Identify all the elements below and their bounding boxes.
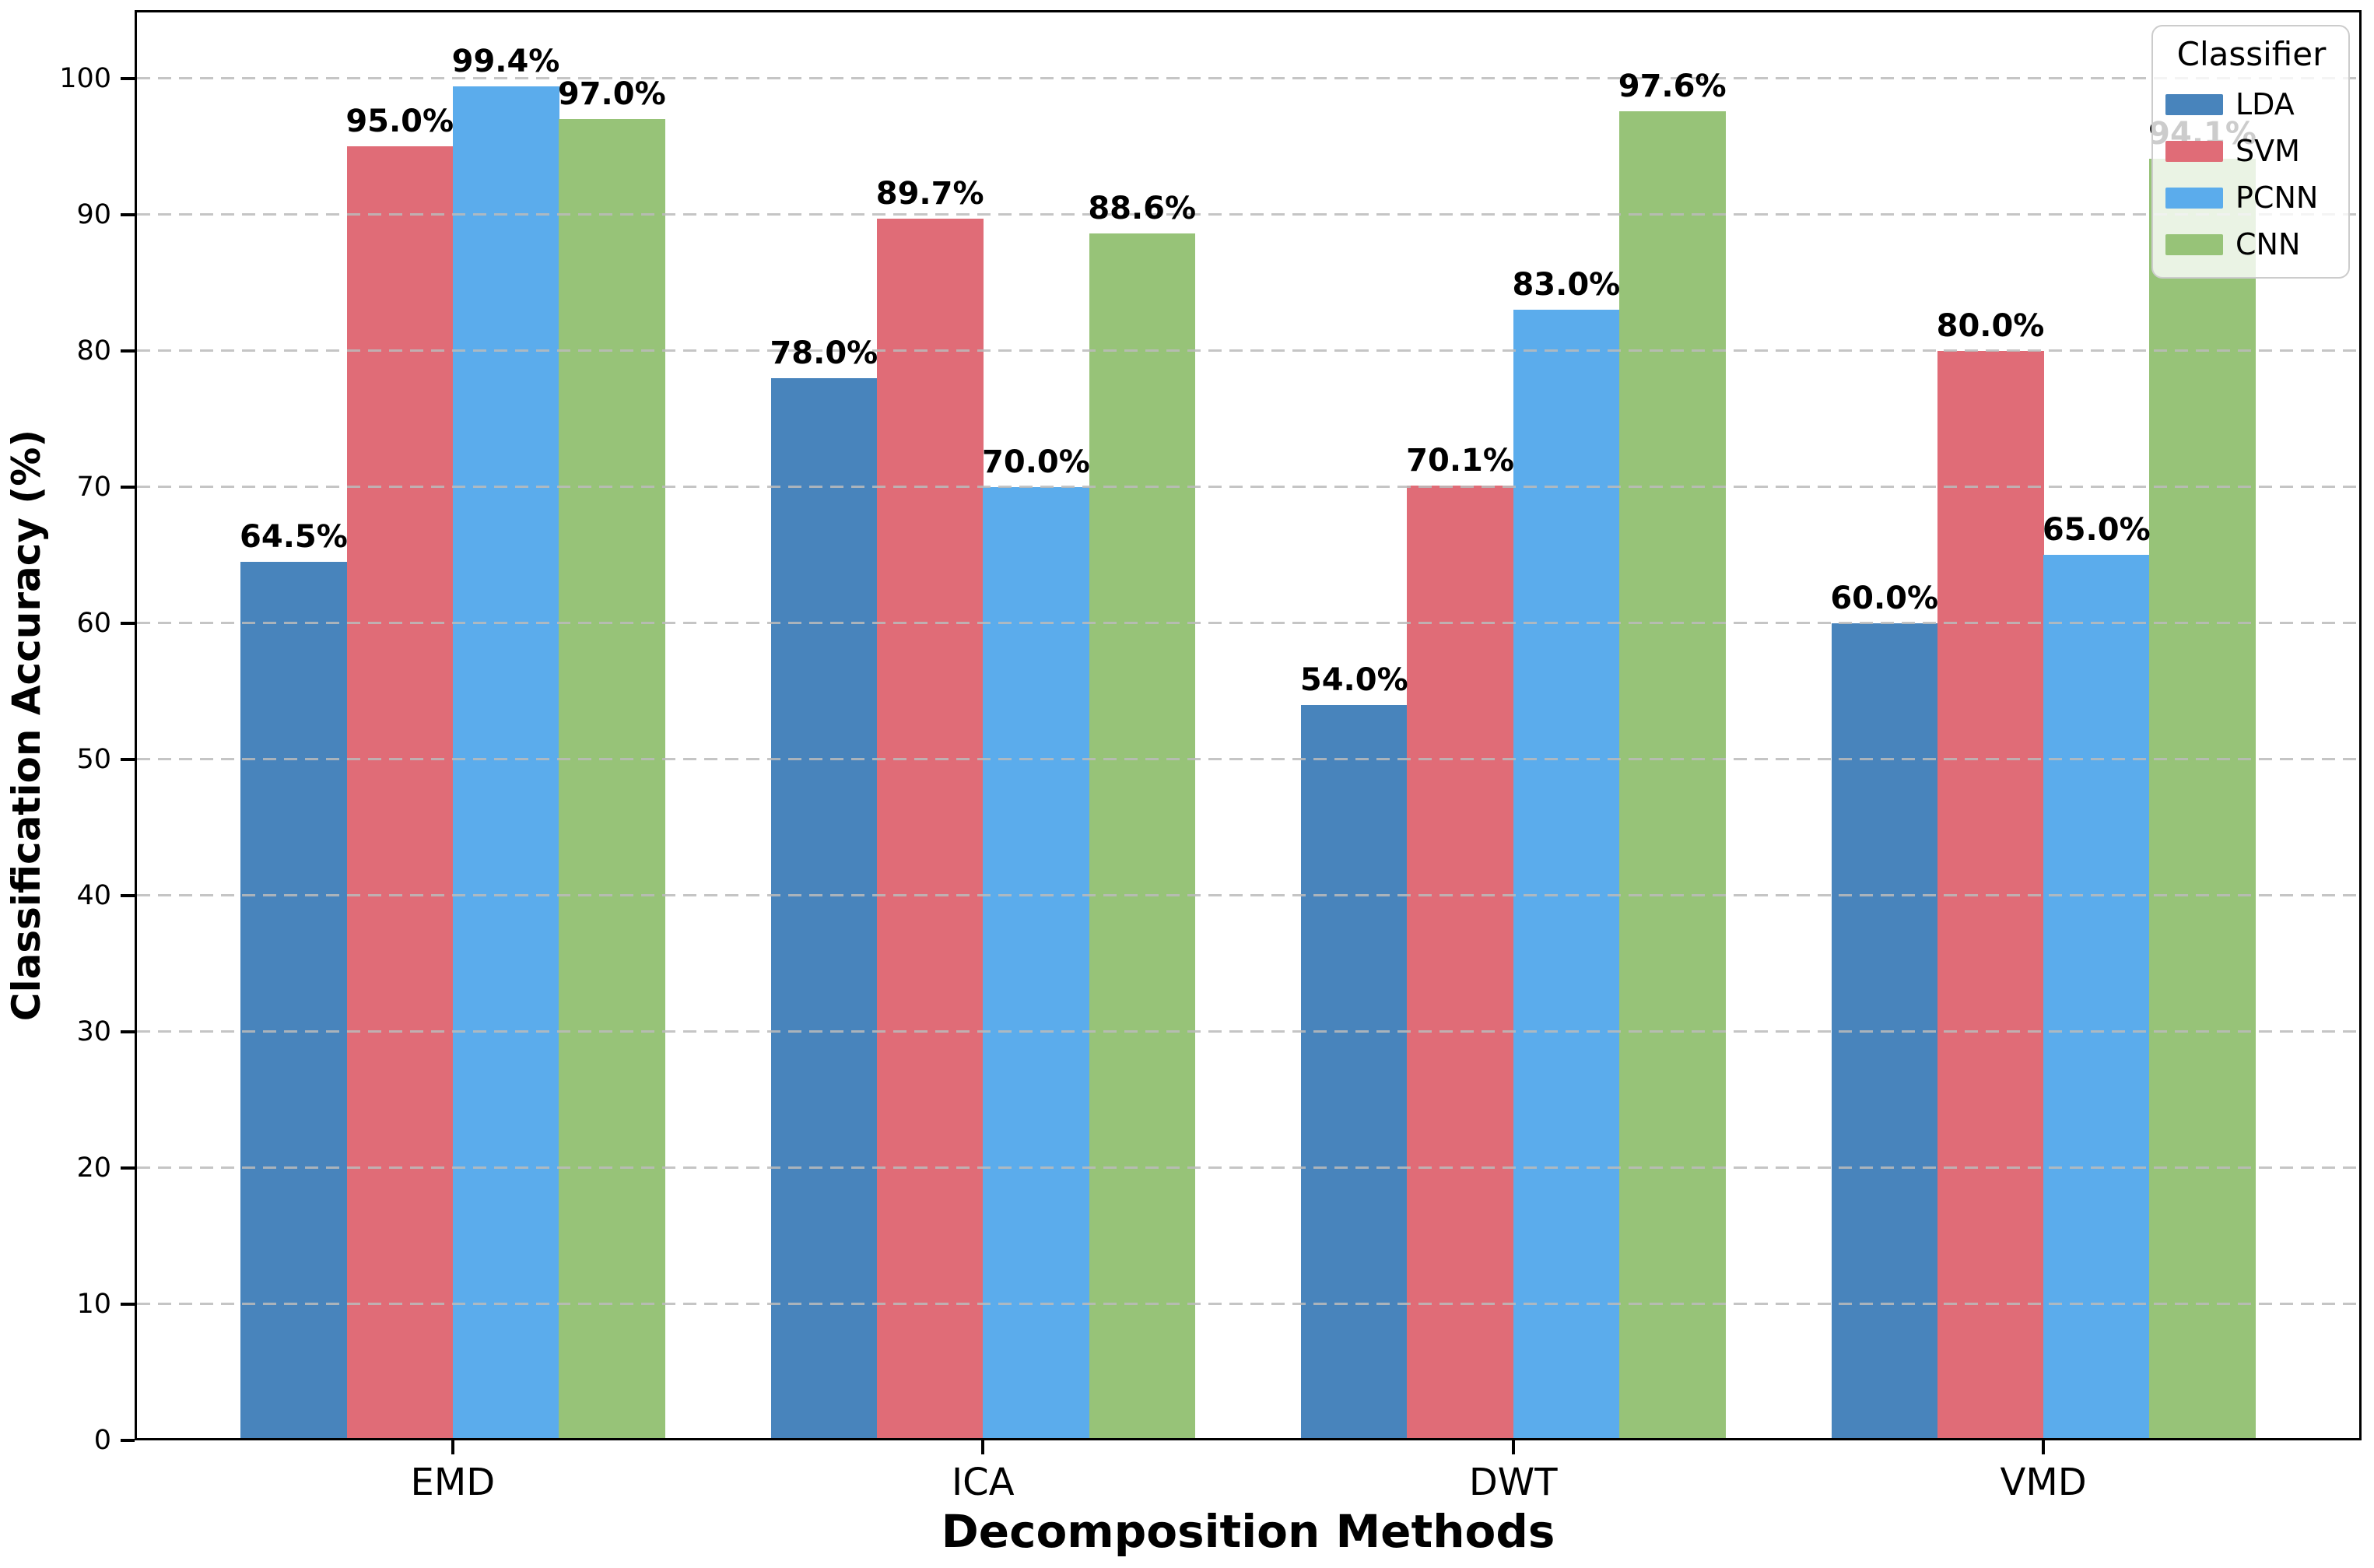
bar-value-label: 88.6% (1088, 191, 1197, 227)
y-tick-label: 70 (76, 471, 111, 503)
bar-emd-cnn (559, 119, 665, 1440)
bar-value-label: 89.7% (875, 175, 984, 212)
gridline (137, 758, 2359, 761)
y-tick (121, 349, 135, 353)
y-tick (121, 212, 135, 216)
bar-value-label: 60.0% (1830, 580, 1939, 616)
y-tick (121, 1030, 135, 1033)
bar-dwt-lda (1301, 704, 1408, 1440)
bar-emd-svm (346, 146, 454, 1440)
legend-item-label: LDA (2235, 87, 2295, 121)
bar-dwt-svm (1407, 485, 1514, 1440)
bar-value-label: 83.0% (1512, 267, 1621, 303)
y-tick-label: 10 (76, 1288, 111, 1320)
y-tick-label: 90 (76, 198, 111, 230)
bar-ica-svm (877, 218, 984, 1440)
bar-dwt-cnn (1619, 110, 1726, 1440)
bar-value-label: 95.0% (345, 103, 454, 140)
x-tick (1511, 1440, 1515, 1454)
y-tick-label: 30 (76, 1016, 111, 1047)
legend-swatch-svm (2165, 140, 2223, 162)
y-tick-label: 100 (59, 62, 111, 94)
y-tick (121, 757, 135, 761)
bar-dwt-pcnn (1513, 310, 1620, 1440)
gridline (137, 622, 2359, 625)
bar-value-label: 70.0% (982, 444, 1090, 480)
bar-value-label: 80.0% (1936, 307, 2045, 344)
legend-swatch-lda (2165, 93, 2223, 115)
y-tick (121, 621, 135, 625)
bar-value-label: 99.4% (451, 44, 560, 80)
legend-swatch-pcnn (2165, 187, 2223, 209)
y-tick (121, 1302, 135, 1306)
bar-ica-lda (770, 377, 878, 1440)
y-tick-label: 80 (76, 335, 111, 367)
bar-vmd-pcnn (2043, 555, 2150, 1440)
bar-value-label: 97.0% (557, 76, 666, 113)
x-tick (2042, 1440, 2046, 1454)
gridline (137, 349, 2359, 353)
legend-item-cnn: CNN (2165, 227, 2337, 261)
x-tick-label-emd: EMD (410, 1461, 496, 1504)
bar-value-label: 78.0% (770, 335, 878, 371)
gridline (137, 1030, 2359, 1033)
x-tick-label-dwt: DWT (1468, 1461, 1558, 1504)
bar-value-label: 97.6% (1618, 68, 1727, 104)
legend-item-label: CNN (2235, 227, 2301, 261)
x-axis-title: Decomposition Methods (941, 1505, 1555, 1558)
gridline (137, 1303, 2359, 1306)
y-tick (121, 76, 135, 80)
legend-title: Classifier (2176, 35, 2327, 73)
legend-swatch-cnn (2165, 233, 2223, 255)
legend-item-label: SVM (2235, 134, 2300, 168)
x-tick (451, 1440, 454, 1454)
bar-emd-pcnn (452, 86, 559, 1440)
bar-value-label: 64.5% (240, 518, 348, 555)
legend-item-svm: SVM (2165, 134, 2337, 168)
y-tick (121, 1439, 135, 1442)
x-tick (981, 1440, 985, 1454)
y-tick-label: 60 (76, 607, 111, 639)
bar-ica-cnn (1089, 233, 1196, 1440)
bar-emd-lda (240, 561, 348, 1440)
legend-items: LDA SVM PCNN CNN (2165, 87, 2337, 261)
legend-item-lda: LDA (2165, 87, 2337, 121)
bar-vmd-cnn (2149, 158, 2257, 1440)
gridline (137, 486, 2359, 489)
x-tick-label-vmd: VMD (2000, 1461, 2087, 1504)
y-tick-label: 40 (76, 879, 111, 911)
y-tick-label: 20 (76, 1152, 111, 1184)
bar-ica-pcnn (983, 486, 1090, 1440)
y-tick-label: 0 (93, 1425, 111, 1456)
y-tick (121, 893, 135, 897)
legend-item-label: PCNN (2235, 181, 2319, 215)
gridline (137, 77, 2359, 80)
bar-value-label: 54.0% (1299, 661, 1408, 698)
y-tick (121, 485, 135, 489)
y-axis-title: Classification Accuracy (%) (4, 429, 49, 1022)
bar-value-label: 70.1% (1406, 442, 1514, 479)
y-tick-label: 50 (76, 743, 111, 775)
gridline (137, 1166, 2359, 1170)
x-tick-label-ica: ICA (952, 1461, 1015, 1504)
y-tick (121, 1166, 135, 1170)
legend: Classifier LDA SVM PCNN CNN (2151, 25, 2350, 279)
legend-item-pcnn: PCNN (2165, 181, 2337, 215)
gridline (137, 894, 2359, 897)
bar-value-label: 65.0% (2042, 512, 2151, 549)
gridline (137, 213, 2359, 216)
